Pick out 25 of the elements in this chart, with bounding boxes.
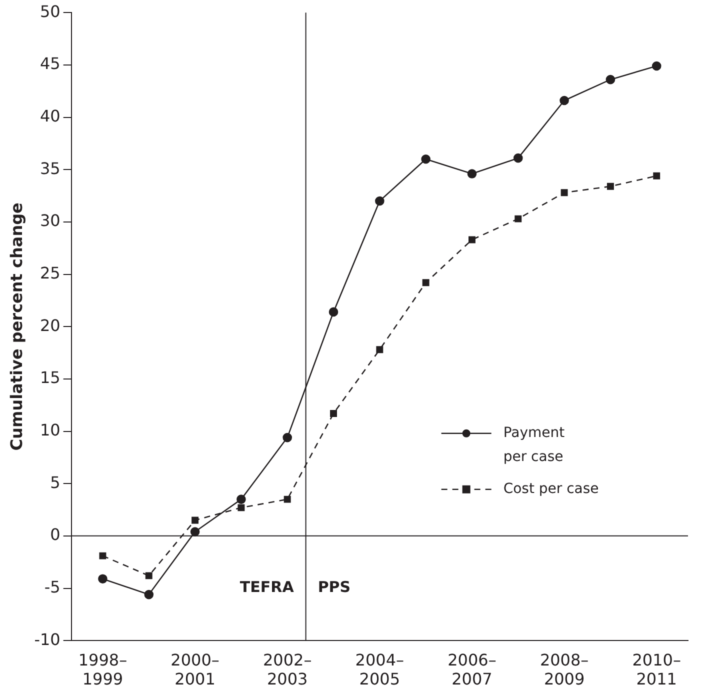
y-tick-label: 25 [40, 263, 60, 282]
x-tick-label: 2000–2001 [170, 650, 220, 689]
y-axis-title: Cumulative percent change [6, 202, 26, 451]
y-tick-label: 35 [40, 158, 60, 178]
y-tick-label: 15 [40, 368, 60, 388]
x-tick-label: 2008–2009 [540, 650, 589, 689]
legend-label: Cost per case [503, 481, 599, 497]
y-tick-label: 0 [50, 525, 60, 544]
y-tick-label: -10 [34, 630, 60, 649]
x-tick-label: 2006–2007 [448, 650, 496, 689]
legend-label: Payment per case [503, 425, 566, 465]
x-tick-label: 1998–1999 [78, 650, 128, 689]
x-tick-label: 2004–2005 [355, 650, 404, 689]
y-tick-label: 10 [40, 420, 60, 440]
y-tick-label: -5 [44, 577, 60, 596]
annotation: PPS [318, 578, 351, 596]
x-tick-label: 2002–2003 [262, 650, 312, 689]
x-tick-label: 2010–2011 [632, 650, 681, 689]
y-tick-label: 30 [40, 211, 60, 230]
y-tick-label: 45 [40, 54, 60, 74]
annotation: TEFRA [240, 578, 294, 596]
y-tick-label: 20 [40, 316, 60, 335]
y-tick-label: 5 [50, 472, 60, 492]
y-tick-label: 50 [40, 2, 60, 21]
y-tick-label: 40 [40, 106, 60, 126]
